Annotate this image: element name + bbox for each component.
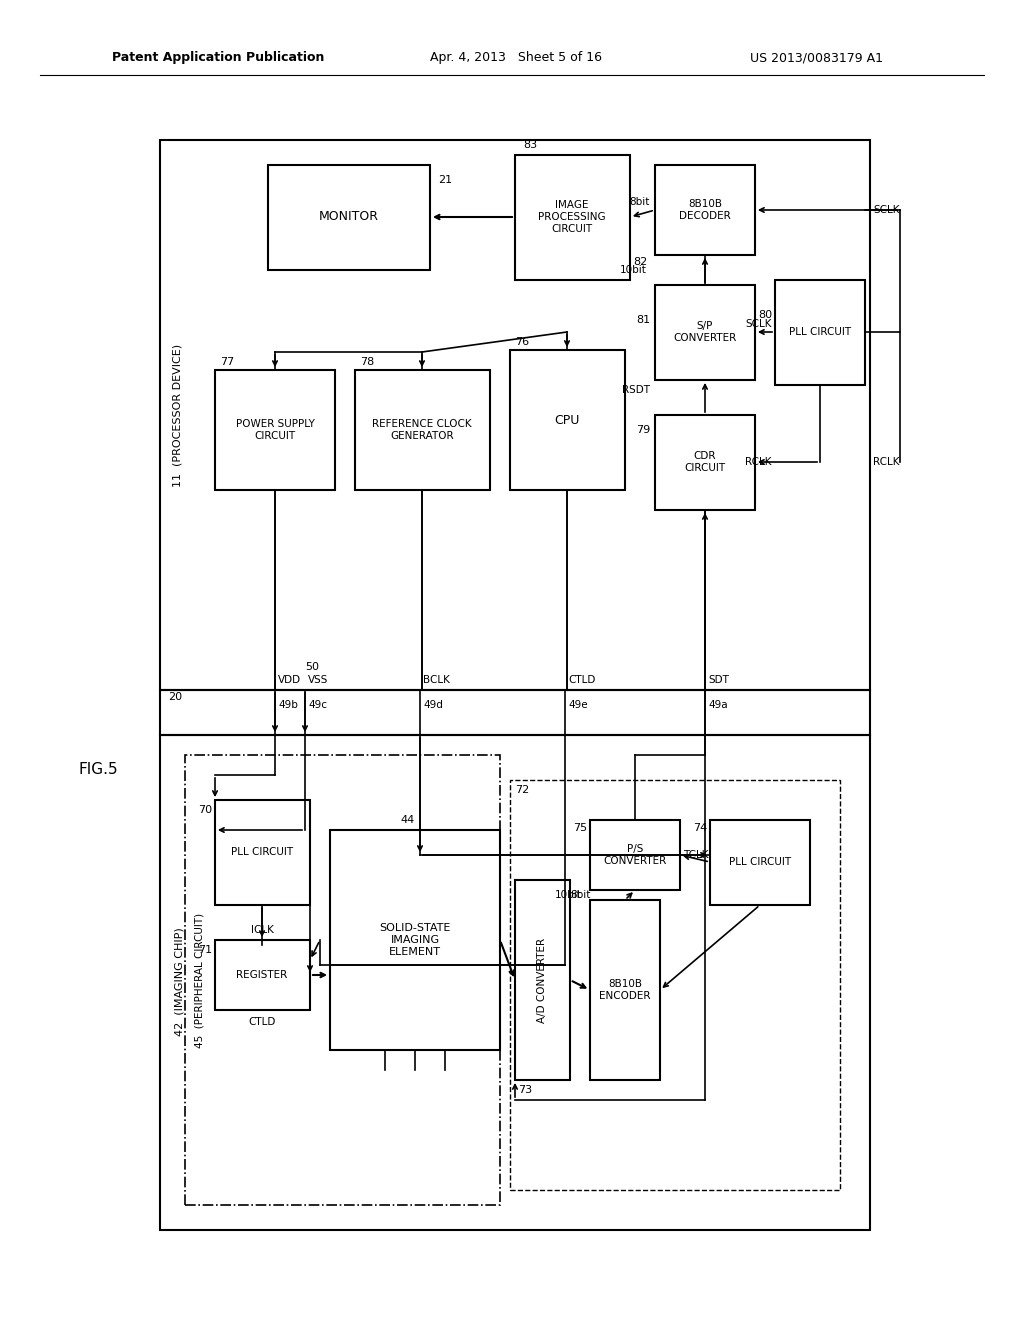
Text: 70: 70 <box>198 805 212 814</box>
Text: 73: 73 <box>518 1085 532 1096</box>
Text: POWER SUPPLY
CIRCUIT: POWER SUPPLY CIRCUIT <box>236 420 314 441</box>
Text: Apr. 4, 2013   Sheet 5 of 16: Apr. 4, 2013 Sheet 5 of 16 <box>430 51 602 65</box>
Text: 45  (PERIPHERAL CIRCUIT): 45 (PERIPHERAL CIRCUIT) <box>195 912 205 1048</box>
Text: RCLK: RCLK <box>745 457 772 467</box>
Text: ICLK: ICLK <box>251 925 273 935</box>
Bar <box>655 285 755 380</box>
Text: REGISTER: REGISTER <box>237 970 288 979</box>
Bar <box>710 820 810 906</box>
Bar <box>655 165 755 255</box>
Text: PLL CIRCUIT: PLL CIRCUIT <box>788 327 851 337</box>
Text: 77: 77 <box>220 356 234 367</box>
Text: 10bit: 10bit <box>621 265 647 275</box>
Text: 11  (PROCESSOR DEVICE): 11 (PROCESSOR DEVICE) <box>172 343 182 487</box>
Text: SOLID-STATE
IMAGING
ELEMENT: SOLID-STATE IMAGING ELEMENT <box>379 924 451 957</box>
Text: 8B10B
DECODER: 8B10B DECODER <box>679 199 731 220</box>
Text: 21: 21 <box>438 176 453 185</box>
Text: MONITOR: MONITOR <box>319 210 379 223</box>
Bar <box>330 830 500 1049</box>
Text: IMAGE
PROCESSING
CIRCUIT: IMAGE PROCESSING CIRCUIT <box>539 201 606 234</box>
Bar <box>510 780 840 1191</box>
Text: 79: 79 <box>636 425 650 436</box>
Text: TCLK: TCLK <box>683 850 709 861</box>
Text: 44: 44 <box>400 814 415 825</box>
Text: US 2013/0083179 A1: US 2013/0083179 A1 <box>750 51 883 65</box>
Text: 75: 75 <box>572 822 587 833</box>
Text: CTLD: CTLD <box>248 1016 275 1027</box>
Text: FIG.5: FIG.5 <box>78 763 118 777</box>
Text: 80: 80 <box>758 310 772 319</box>
Text: 50: 50 <box>305 663 319 672</box>
Text: PLL CIRCUIT: PLL CIRCUIT <box>729 857 792 867</box>
Text: 72: 72 <box>515 785 529 795</box>
Text: A/D CONVERTER: A/D CONVERTER <box>537 937 547 1023</box>
Bar <box>268 165 430 271</box>
Text: S/P
CONVERTER: S/P CONVERTER <box>674 321 736 343</box>
Text: RSDT: RSDT <box>622 385 650 395</box>
Bar <box>160 140 870 690</box>
Text: PLL CIRCUIT: PLL CIRCUIT <box>231 847 293 857</box>
Bar <box>355 370 490 490</box>
Text: 42  (IMAGING CHIP): 42 (IMAGING CHIP) <box>174 928 184 1036</box>
Text: SCLK: SCLK <box>745 319 772 329</box>
Text: 8bit: 8bit <box>569 890 590 900</box>
Bar <box>160 690 870 735</box>
Bar <box>510 350 625 490</box>
Bar <box>515 880 570 1080</box>
Text: 49e: 49e <box>568 700 588 710</box>
Text: CPU: CPU <box>554 413 580 426</box>
Text: 76: 76 <box>515 337 529 347</box>
Text: Patent Application Publication: Patent Application Publication <box>112 51 325 65</box>
Text: RCLK: RCLK <box>873 457 899 467</box>
Text: 78: 78 <box>360 356 374 367</box>
Text: P/S
CONVERTER: P/S CONVERTER <box>603 845 667 866</box>
Text: CTLD: CTLD <box>568 675 595 685</box>
Text: 74: 74 <box>693 822 707 833</box>
Text: 20: 20 <box>168 692 182 702</box>
Bar <box>775 280 865 385</box>
Text: 71: 71 <box>198 945 212 954</box>
Bar <box>185 755 500 1205</box>
Text: VDD: VDD <box>278 675 301 685</box>
Bar <box>215 800 310 906</box>
Text: BCLK: BCLK <box>423 675 450 685</box>
Bar <box>515 154 630 280</box>
Text: 83: 83 <box>523 140 538 150</box>
Text: 82: 82 <box>633 257 647 267</box>
Text: SDT: SDT <box>708 675 729 685</box>
Text: SCLK: SCLK <box>873 205 899 215</box>
Text: 49b: 49b <box>278 700 298 710</box>
Text: 10bit: 10bit <box>555 890 582 900</box>
Text: 49d: 49d <box>423 700 442 710</box>
Bar <box>590 900 660 1080</box>
Text: 49a: 49a <box>708 700 728 710</box>
Bar <box>655 414 755 510</box>
Text: 49c: 49c <box>308 700 327 710</box>
Bar <box>590 820 680 890</box>
Bar <box>160 735 870 1230</box>
Text: REFERENCE CLOCK
GENERATOR: REFERENCE CLOCK GENERATOR <box>372 420 472 441</box>
Text: 81: 81 <box>636 315 650 325</box>
Bar <box>215 940 310 1010</box>
Text: CDR
CIRCUIT: CDR CIRCUIT <box>684 451 726 473</box>
Bar <box>215 370 335 490</box>
Text: 8bit: 8bit <box>630 197 650 207</box>
Text: VSS: VSS <box>308 675 329 685</box>
Text: 8B10B
ENCODER: 8B10B ENCODER <box>599 979 650 1001</box>
